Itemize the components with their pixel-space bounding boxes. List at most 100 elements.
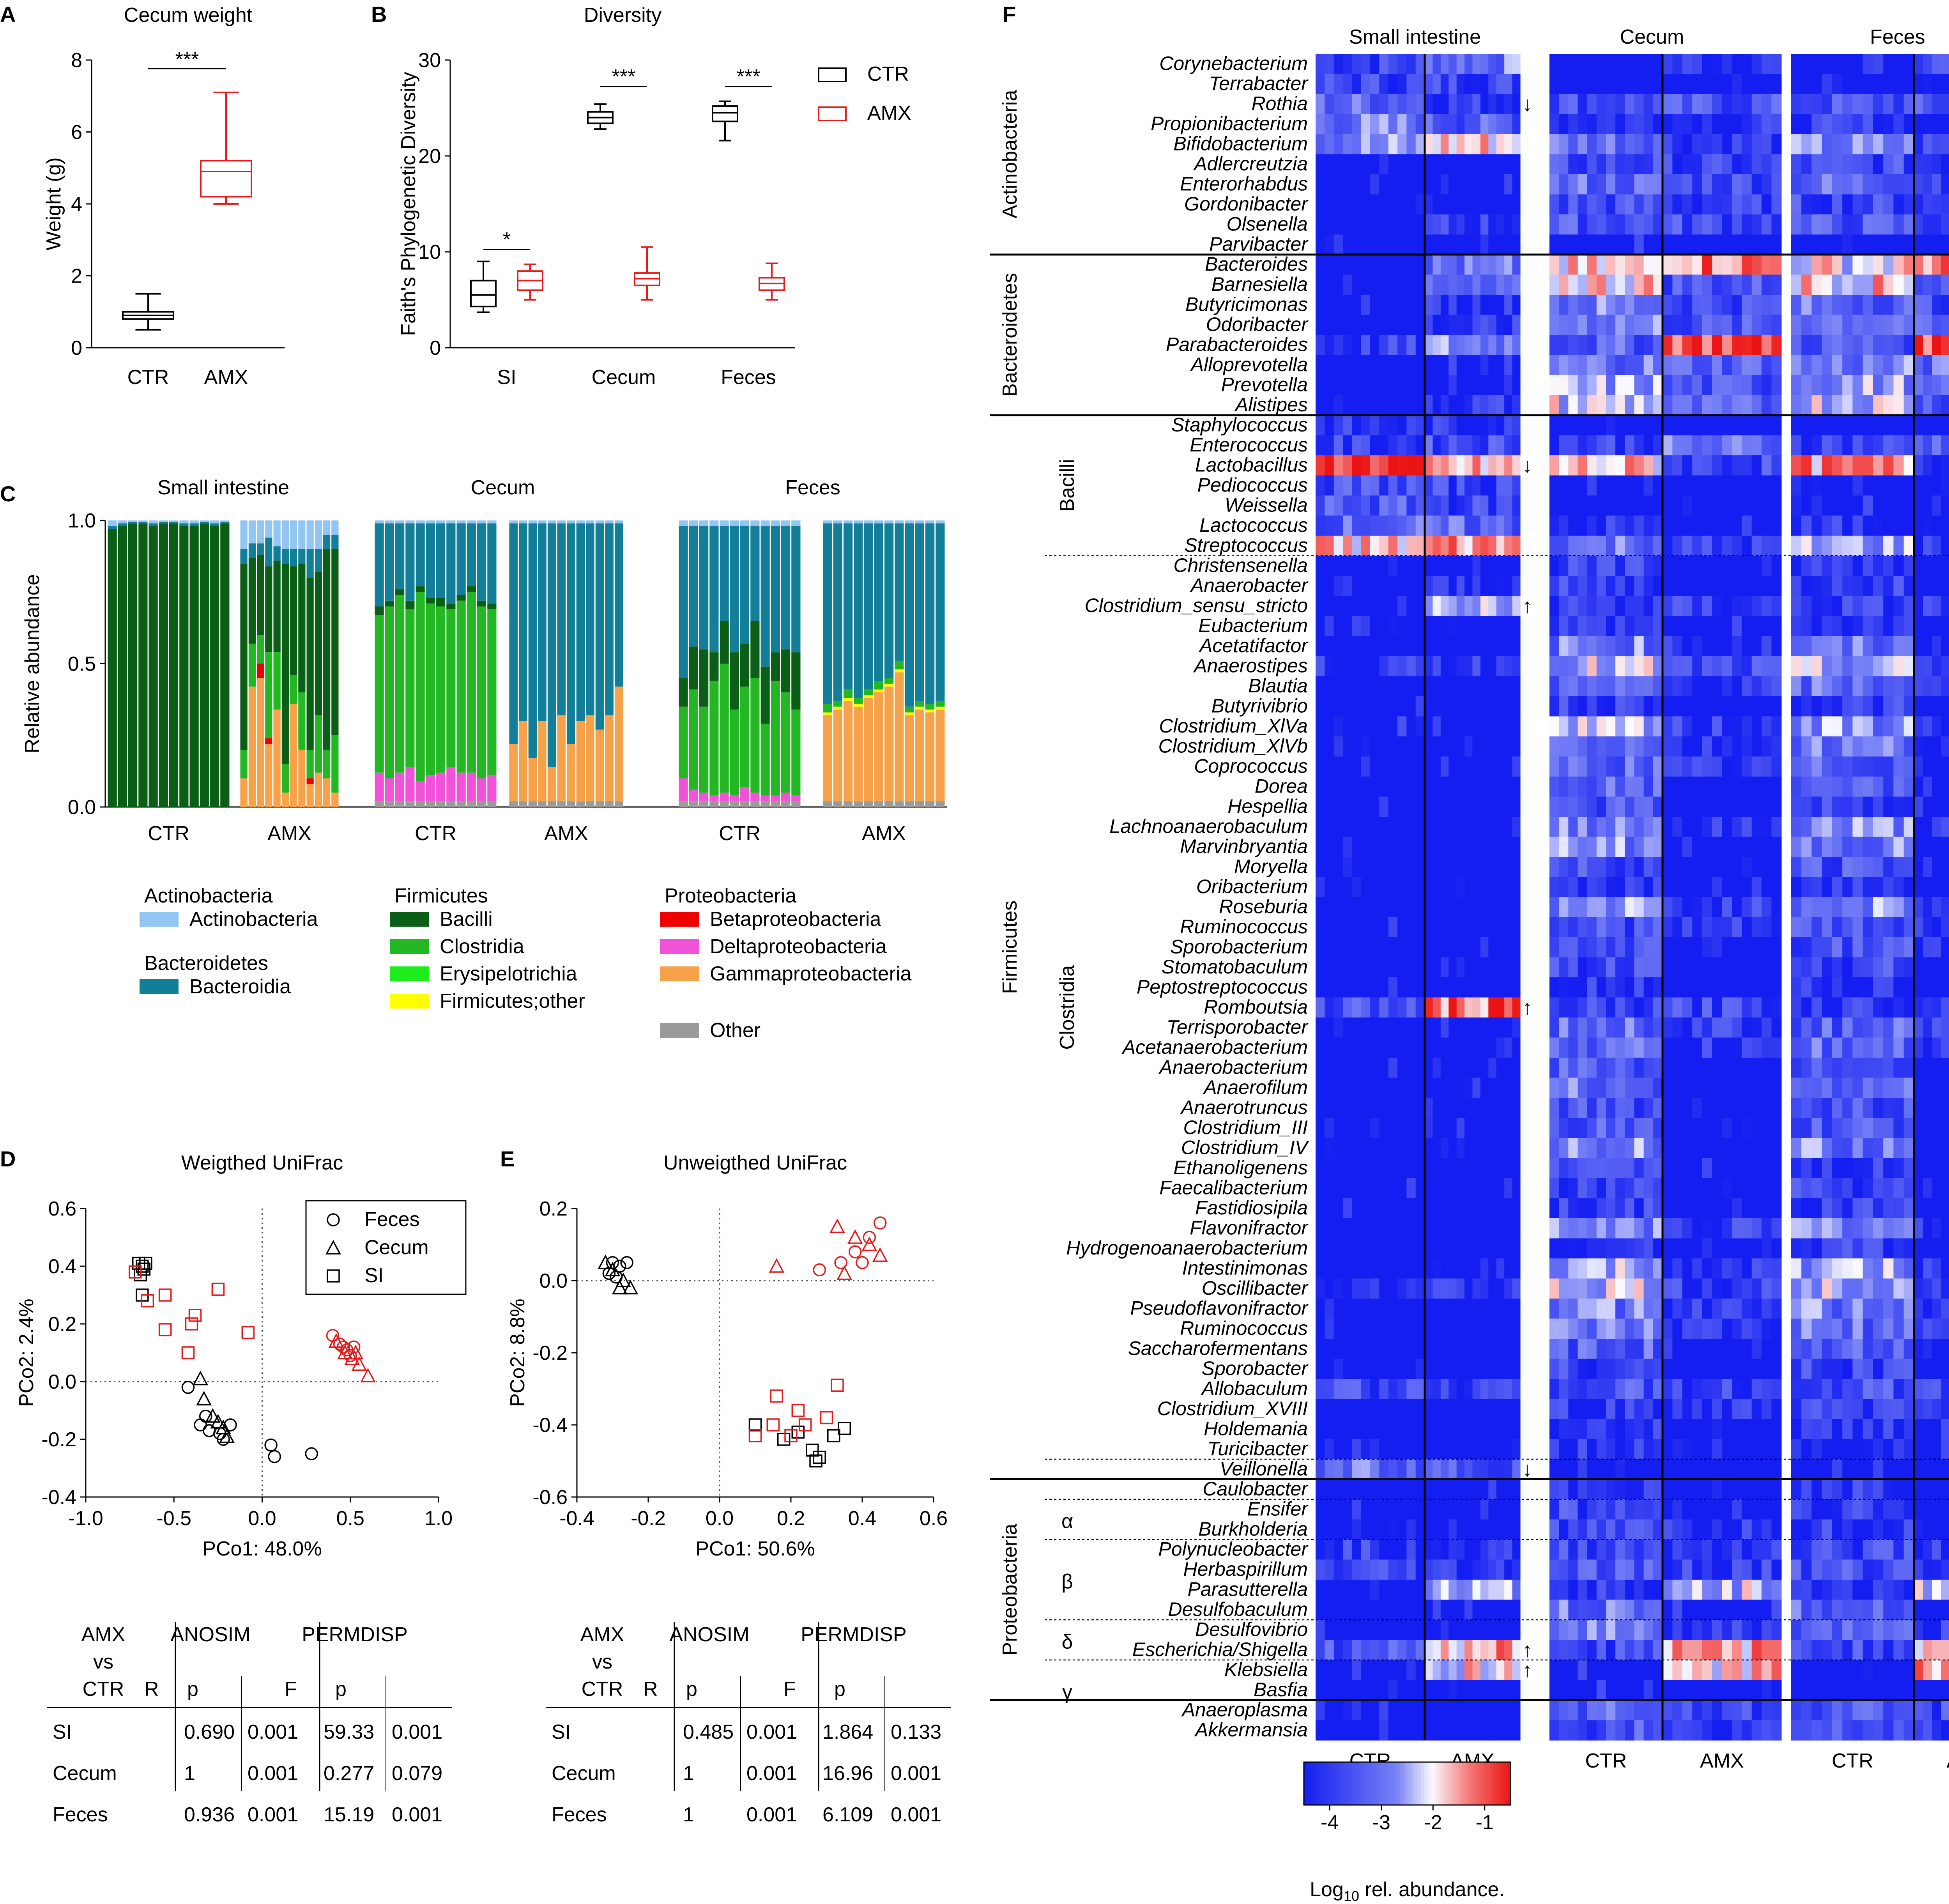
heatmap-cell: [1771, 154, 1782, 175]
heatmap-cell: [1751, 897, 1762, 918]
heatmap-cell: [1712, 917, 1723, 938]
heatmap-cell: [1334, 616, 1343, 637]
point-circle: [848, 1245, 862, 1258]
heatmap-cell: [1425, 134, 1433, 155]
heatmap-cell: [1334, 234, 1343, 255]
heatmap-cell: [1334, 756, 1343, 777]
heatmap-cell: [1425, 315, 1433, 335]
heatmap-cell: [1406, 977, 1416, 998]
heatmap-cell: [1425, 515, 1433, 536]
box-si-ctr: [470, 260, 497, 313]
heatmap-cell: [1549, 174, 1559, 195]
heatmap-cell: [1568, 817, 1578, 837]
heatmap-cell: [1440, 676, 1449, 697]
heatmap-cell: [1496, 937, 1505, 958]
heatmap-cell: [1388, 596, 1398, 616]
heatmap-cell: [1832, 455, 1843, 476]
heatmap-cell: [1559, 977, 1569, 998]
heatmap-cell: [1343, 255, 1352, 275]
heatmap-cell: [1464, 1178, 1473, 1199]
heatmap-cell: [1873, 315, 1884, 335]
heatmap-cell: [1625, 977, 1635, 998]
heatmap-cell: [1472, 274, 1481, 295]
heatmap-cell: [1873, 917, 1884, 938]
heatmap-cell: [1932, 676, 1942, 697]
heatmap-cell: [1862, 636, 1873, 656]
bar-segment-actinobacteria: [547, 520, 556, 524]
heatmap-cell: [1883, 174, 1894, 195]
bar-segment-bacteroidia: [290, 549, 297, 566]
heatmap-cell: [1932, 1198, 1942, 1219]
heatmap-cell: [1480, 234, 1489, 255]
table-cell: 0.079: [392, 1762, 442, 1785]
heatmap-cell: [1932, 877, 1942, 897]
heatmap-cell: [1832, 696, 1843, 717]
heatmap-cell: [1464, 475, 1473, 496]
bar-segment-clostridia: [720, 664, 729, 793]
heatmap-cell: [1596, 897, 1606, 918]
heatmap-cell: [1615, 576, 1625, 596]
heatmap-cell: [1672, 897, 1683, 918]
heatmap-cell: [1914, 796, 1923, 817]
heatmap-cell: [1832, 777, 1843, 797]
heatmap-cell: [1712, 696, 1723, 717]
heatmap-cell: [1682, 917, 1693, 938]
heatmap-cell: [1448, 315, 1457, 335]
heatmap-cell: [1801, 616, 1812, 637]
heatmap-cell: [1370, 1118, 1380, 1138]
heatmap-cell: [1549, 355, 1559, 375]
heatmap-cell: [1334, 134, 1343, 155]
heatmap-cell: [1643, 536, 1654, 556]
heatmap-cell: [1512, 1138, 1521, 1159]
heatmap-cell: [1425, 556, 1433, 576]
heatmap-cell: [1433, 274, 1441, 295]
heatmap-cell: [1731, 174, 1742, 195]
heatmap-cell: [1731, 837, 1742, 857]
heatmap-cell: [1682, 877, 1693, 897]
heatmap-cell: [1941, 515, 1949, 536]
heatmap-cell: [1596, 435, 1606, 456]
heatmap-cell: [1702, 234, 1712, 255]
heatmap-cell: [1791, 756, 1802, 777]
bar-segment-clostridia: [323, 750, 331, 779]
heatmap-cell: [1893, 134, 1904, 155]
heatmap-cell: [1512, 1158, 1521, 1178]
bar-segment-clostridia: [290, 675, 297, 704]
heatmap-cell: [1504, 616, 1513, 637]
bar-segment-bacteroidia: [257, 543, 264, 555]
heatmap-cell: [1472, 1078, 1481, 1098]
heatmap-cell: [1712, 234, 1723, 255]
bar-segment-clostridia: [750, 678, 760, 793]
bar-segment-bacteroidia: [833, 523, 842, 701]
heatmap-cell: [1406, 214, 1416, 235]
heatmap-cell: [1440, 817, 1449, 837]
heatmap-cell: [1662, 54, 1673, 74]
heatmap-cell: [1634, 957, 1644, 978]
heatmap-cell: [1456, 656, 1465, 677]
bar-segment-bacilli: [467, 586, 476, 592]
heatmap-cell: [1559, 375, 1569, 396]
heatmap-cell: [1832, 515, 1843, 536]
heatmap-cell: [1456, 395, 1465, 416]
heatmap-cell: [1615, 756, 1625, 777]
heatmap-cell: [1496, 977, 1505, 998]
heatmap-cell: [1811, 756, 1822, 777]
heatmap-cell: [1504, 636, 1513, 656]
heatmap-cell: [1702, 756, 1712, 777]
heatmap-cell: [1722, 1178, 1732, 1199]
bar-segment-bacilli: [416, 586, 425, 592]
heatmap-cell: [1370, 576, 1380, 596]
heatmap-cell: [1751, 1198, 1762, 1219]
heatmap-cell: [1653, 1118, 1663, 1138]
heatmap-cell: [1568, 174, 1578, 195]
heatmap-cell: [1512, 636, 1521, 656]
heatmap-cell: [1791, 636, 1802, 656]
x-tick-label: 0.5: [336, 1507, 364, 1530]
heatmap-cell: [1811, 556, 1822, 576]
legend-swatch: [390, 966, 429, 981]
heatmap-cell: [1388, 676, 1398, 697]
x-tick-label: 1.0: [424, 1507, 453, 1530]
heatmap-cell: [1852, 676, 1863, 697]
heatmap-cell: [1425, 736, 1433, 757]
heatmap-cell: [1448, 355, 1457, 375]
